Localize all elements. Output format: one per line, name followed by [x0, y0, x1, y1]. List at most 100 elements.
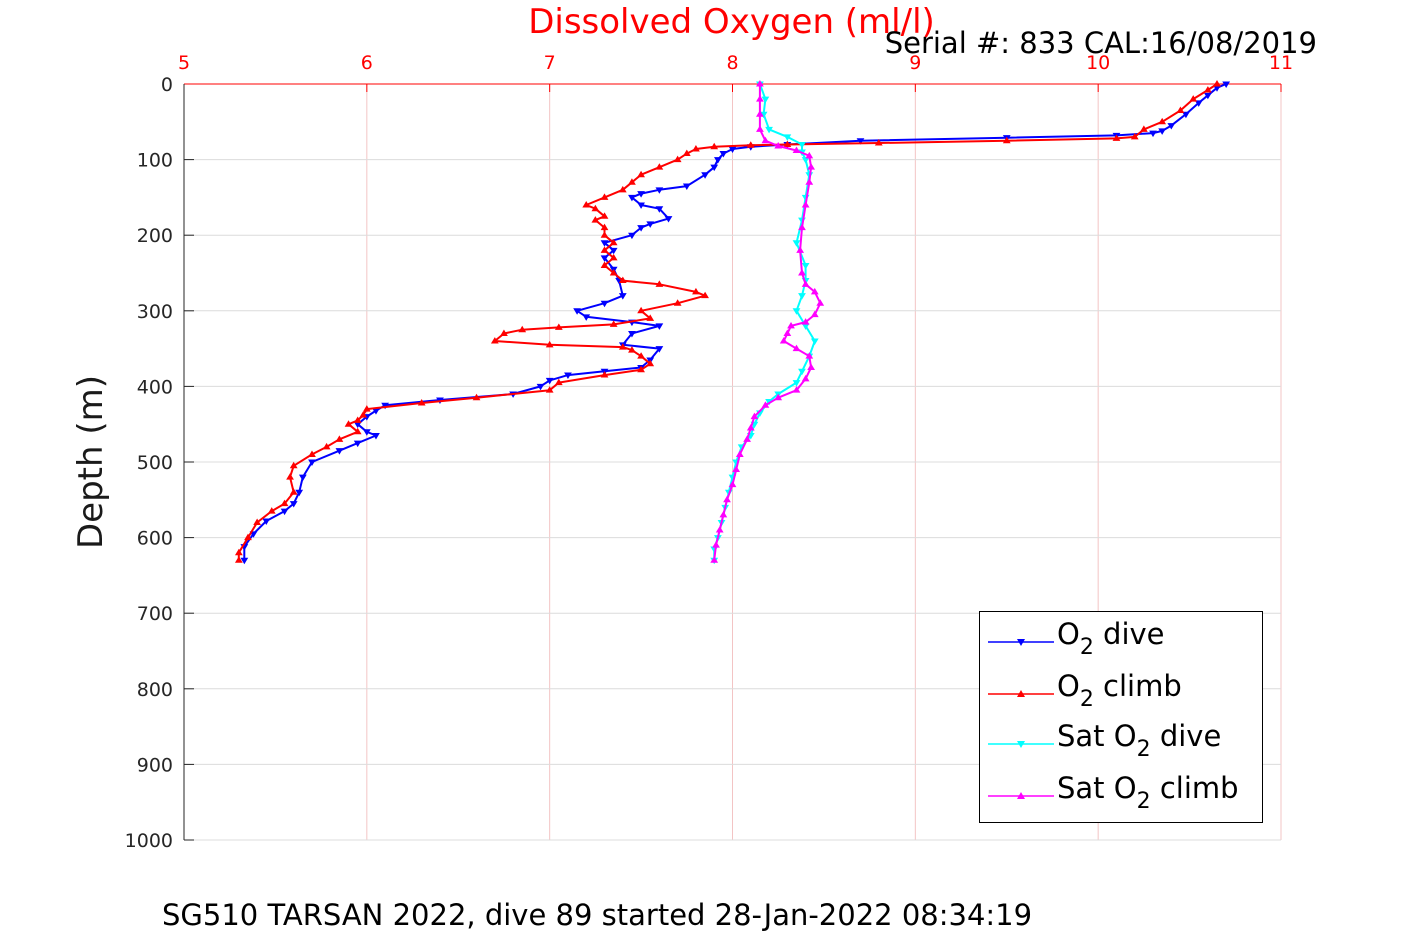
chart-title: Dissolved Oxygen (ml/l) — [528, 2, 935, 42]
data-point-sat-o2-dive — [798, 368, 806, 376]
series-sat-o2-climb — [710, 80, 825, 563]
data-point-o2-climb — [600, 223, 609, 231]
legend-label-sat-o2-dive: Sat O2 dive — [1057, 719, 1222, 762]
data-point-sat-o2-climb — [723, 495, 731, 503]
data-point-o2-climb — [417, 399, 426, 406]
x-tick-label: 10 — [1086, 52, 1110, 74]
x-tick-label: 5 — [178, 52, 190, 74]
data-point-o2-climb — [1130, 132, 1139, 140]
y-tick-label: 200 — [137, 225, 173, 247]
x-tick-label: 8 — [726, 52, 738, 74]
legend-swatch-sat-o2-dive — [988, 741, 1054, 748]
data-point-o2-dive — [1149, 130, 1157, 138]
data-point-o2-dive — [1158, 128, 1167, 135]
data-point-o2-dive — [1222, 81, 1231, 88]
x-tick-label: 6 — [361, 52, 373, 74]
data-point-o2-climb — [628, 346, 636, 353]
data-point-o2-climb — [646, 359, 655, 367]
serial-annotation: Serial #: 833 CAL:16/08/2019 — [884, 26, 1317, 60]
y-tick-label: 400 — [137, 376, 173, 398]
y-tick-label: 700 — [137, 603, 173, 625]
data-point-sat-o2-climb — [715, 526, 724, 533]
data-point-o2-climb — [1002, 136, 1011, 144]
series-o2-climb — [234, 80, 1221, 563]
data-point-o2-climb — [609, 238, 618, 246]
legend-label-o2-dive: O2 dive — [1057, 617, 1165, 660]
data-point-o2-climb — [600, 246, 609, 253]
data-point-sat-o2-climb — [728, 480, 737, 488]
data-point-o2-climb — [289, 488, 298, 495]
data-point-o2-climb — [692, 287, 700, 295]
data-point-o2-climb — [655, 163, 664, 170]
data-point-o2-climb — [783, 140, 792, 147]
data-point-sat-o2-climb — [735, 450, 744, 457]
data-point-o2-climb — [490, 337, 499, 344]
y-tick-label: 600 — [137, 528, 173, 550]
data-point-o2-dive — [637, 202, 645, 209]
data-point-o2-climb — [600, 193, 609, 200]
data-point-o2-dive — [545, 377, 554, 385]
data-point-o2-dive — [353, 440, 362, 448]
data-point-o2-dive — [1167, 123, 1176, 130]
data-point-o2-climb — [286, 473, 294, 480]
legend-swatch-sat-o2-climb — [988, 792, 1054, 799]
data-point-o2-climb — [267, 507, 276, 514]
data-point-o2-dive — [335, 448, 344, 455]
data-point-o2-dive — [609, 247, 618, 255]
data-point-o2-dive — [710, 164, 719, 172]
data-point-o2-climb — [637, 170, 645, 178]
data-point-o2-climb — [618, 343, 627, 350]
data-point-o2-climb — [554, 323, 563, 330]
legend-swatch-o2-dive — [988, 639, 1054, 646]
series-o2-dive — [240, 81, 1231, 565]
data-point-sat-o2-climb — [712, 541, 720, 548]
data-point-sat-o2-climb — [710, 556, 719, 563]
data-point-o2-dive — [600, 240, 609, 247]
data-point-sat-o2-climb — [807, 363, 816, 370]
data-point-o2-climb — [655, 280, 664, 287]
data-point-sat-o2-climb — [792, 386, 801, 393]
data-point-o2-climb — [582, 200, 591, 208]
data-point-o2-climb — [609, 253, 618, 261]
data-point-o2-dive — [628, 330, 636, 338]
data-point-sat-o2-climb — [816, 299, 825, 306]
data-point-o2-dive — [682, 183, 691, 191]
data-point-o2-climb — [472, 393, 481, 401]
data-point-o2-climb — [701, 291, 709, 299]
data-point-sat-o2-climb — [810, 310, 819, 318]
data-point-sat-o2-climb — [805, 352, 814, 359]
data-point-sat-o2-climb — [774, 393, 783, 401]
data-point-o2-climb — [682, 149, 691, 157]
data-point-o2-dive — [856, 138, 865, 145]
data-point-o2-dive — [280, 508, 289, 516]
data-point-o2-dive — [295, 489, 304, 497]
y-tick-label: 900 — [137, 754, 173, 776]
data-point-o2-climb — [322, 442, 331, 450]
data-point-sat-o2-climb — [746, 424, 755, 431]
data-point-sat-o2-dive — [765, 126, 773, 134]
data-point-o2-climb — [518, 325, 527, 333]
data-point-sat-o2-climb — [756, 125, 764, 132]
data-point-o2-climb — [1203, 86, 1212, 93]
data-point-sat-o2-climb — [719, 510, 728, 518]
data-point-o2-climb — [609, 269, 618, 276]
y-tick-label: 500 — [137, 452, 173, 474]
data-point-sat-o2-climb — [750, 412, 759, 420]
data-point-o2-climb — [673, 299, 682, 306]
data-point-o2-dive — [646, 221, 655, 228]
data-point-o2-climb — [609, 320, 618, 327]
chart-caption: SG510 TARSAN 2022, dive 89 started 28-Ja… — [162, 898, 1033, 932]
data-point-sat-o2-climb — [801, 200, 810, 208]
data-point-o2-climb — [600, 212, 609, 219]
data-point-o2-climb — [692, 145, 700, 152]
y-tick-label: 100 — [137, 150, 173, 172]
data-point-o2-dive — [655, 206, 664, 213]
data-point-o2-dive — [637, 191, 645, 198]
data-point-sat-o2-dive — [810, 338, 819, 346]
x-tick-label: 9 — [909, 52, 921, 74]
legend: O2 dive O2 climb Sat O2 dive Sat O2 clim… — [979, 611, 1263, 823]
data-point-o2-climb — [600, 231, 609, 238]
data-point-sat-o2-dive — [801, 157, 810, 164]
data-point-o2-dive — [262, 518, 271, 525]
